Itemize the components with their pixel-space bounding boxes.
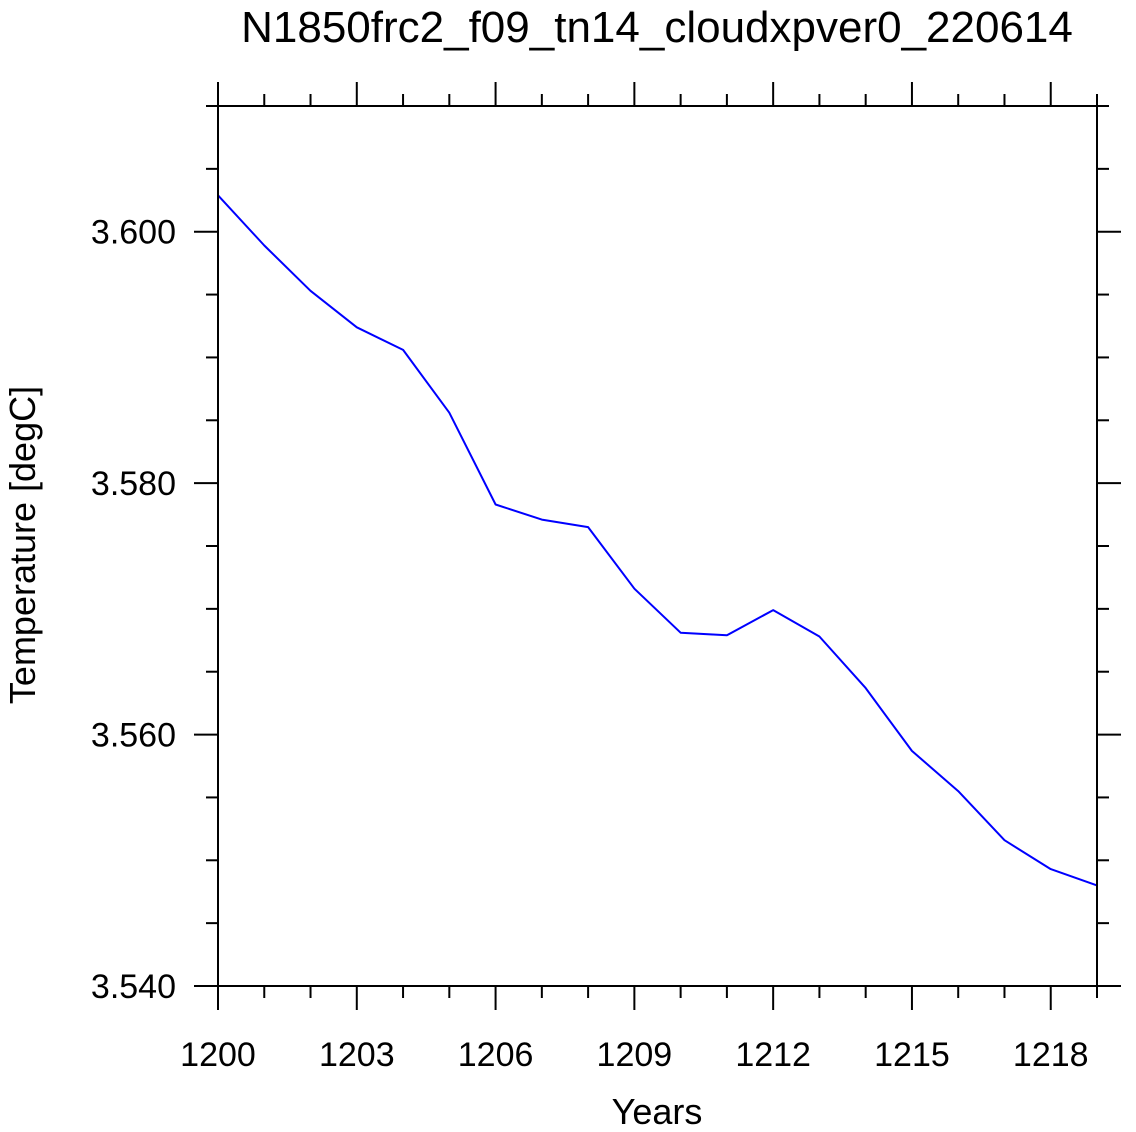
- y-axis-label: Temperature [degC]: [2, 386, 43, 704]
- chart-title: N1850frc2_f09_tn14_cloudxpver0_220614: [241, 3, 1073, 52]
- y-tick-label: 3.560: [91, 717, 176, 755]
- x-axis-label: Years: [612, 1091, 703, 1132]
- tick-marks: [194, 82, 1121, 1010]
- x-tick-label: 1215: [874, 1036, 950, 1074]
- tick-labels: 1200 1203 1206 1209 1212 1215 1218 3.540 3.560 3.…: [91, 214, 1089, 1074]
- x-tick-label: 1206: [458, 1036, 534, 1074]
- y-tick-label: 3.580: [91, 465, 176, 503]
- x-tick-label: 1218: [1013, 1036, 1089, 1074]
- x-tick-label: 1209: [597, 1036, 673, 1074]
- x-tick-label: 1203: [319, 1036, 395, 1074]
- series-line: [217, 194, 1098, 887]
- plot-frame: [217, 105, 1098, 987]
- y-tick-label: 3.600: [91, 214, 176, 252]
- x-tick-label: 1212: [735, 1036, 811, 1074]
- y-tick-label: 3.540: [91, 968, 176, 1006]
- series-layer: [217, 194, 1098, 887]
- x-tick-label: 1200: [180, 1036, 256, 1074]
